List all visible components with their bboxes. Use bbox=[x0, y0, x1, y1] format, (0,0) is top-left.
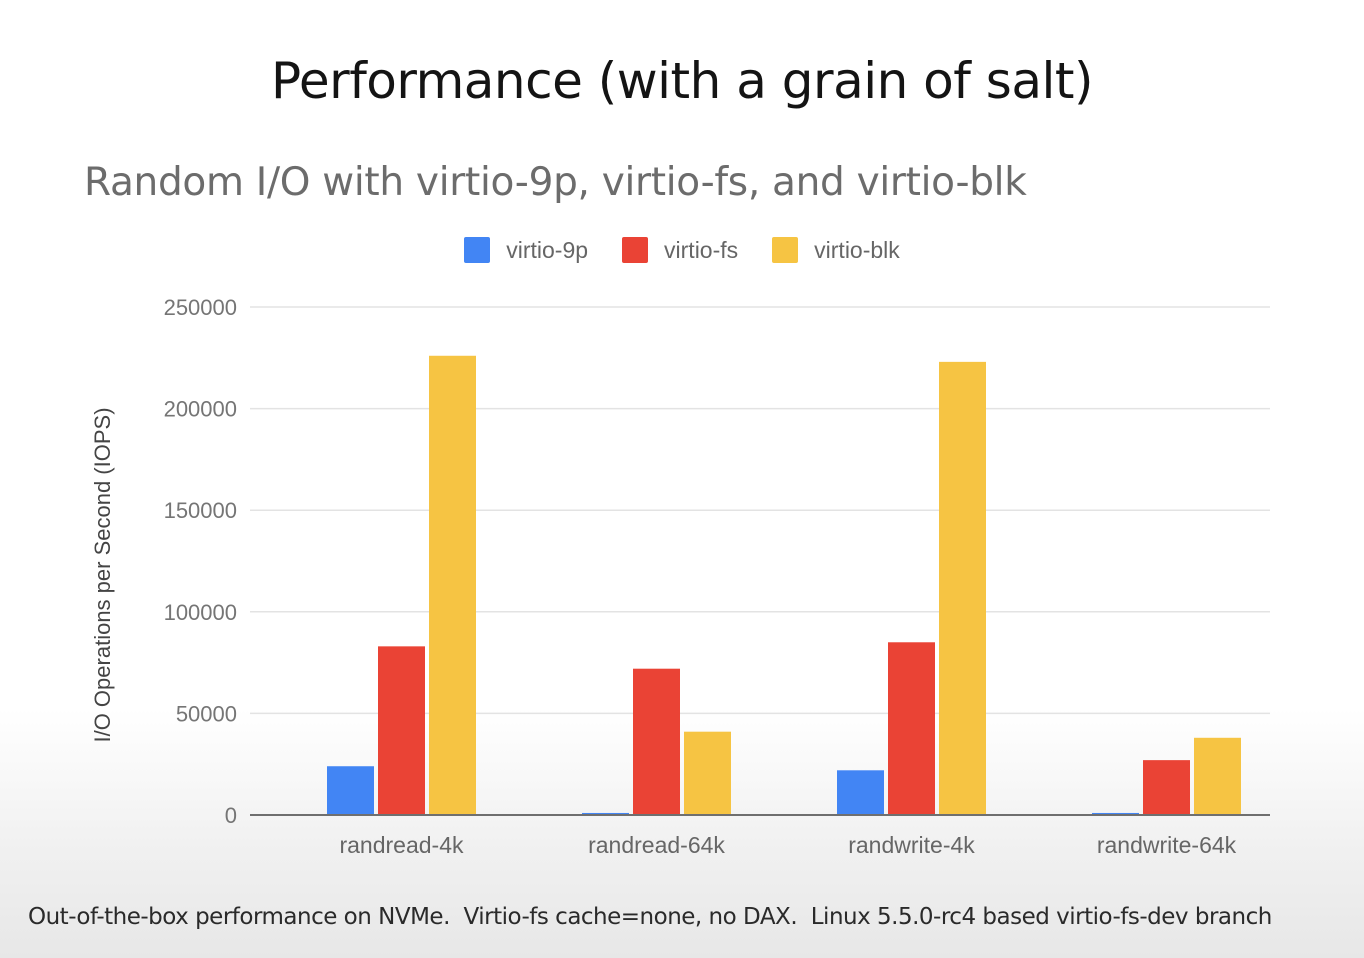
y-tick-label: 150000 bbox=[164, 498, 237, 523]
legend-swatch-virtio-fs bbox=[622, 237, 649, 263]
bar-virtio-blk-randread-64k bbox=[684, 731, 731, 815]
y-axis-label: I/O Operations per Second (IOPS) bbox=[90, 407, 115, 742]
legend-label-virtio-blk: virtio-blk bbox=[814, 236, 900, 263]
y-tick-label: 0 bbox=[225, 803, 237, 828]
footnote: Out-of-the-box performance on NVMe. Virt… bbox=[28, 904, 1272, 930]
y-tick-label: 100000 bbox=[164, 600, 237, 625]
bar-virtio-fs-randread-64k bbox=[633, 668, 680, 815]
bar-virtio-blk-randread-4k bbox=[429, 355, 476, 815]
legend-label-virtio-fs: virtio-fs bbox=[664, 236, 739, 263]
x-category-label: randwrite-4k bbox=[848, 832, 975, 858]
bar-virtio-fs-randwrite-64k bbox=[1143, 760, 1190, 815]
x-category-label: randread-4k bbox=[339, 832, 464, 858]
chart-legend: virtio-9p virtio-fs virtio-blk bbox=[0, 233, 1364, 267]
bar-virtio-fs-randwrite-4k bbox=[888, 642, 935, 815]
y-axis-ticks: 0 50000 100000 150000 200000 250000 bbox=[164, 295, 237, 828]
legend-item-virtio-9p: virtio-9p bbox=[464, 233, 588, 267]
chart-title: Random I/O with virtio-9p, virtio-fs, an… bbox=[84, 160, 1027, 205]
bar-virtio-blk-randwrite-4k bbox=[939, 361, 986, 815]
bars bbox=[327, 355, 1241, 815]
bar-virtio-fs-randread-4k bbox=[378, 646, 425, 815]
legend-swatch-virtio-blk bbox=[772, 237, 799, 263]
bar-virtio-9p-randread-4k bbox=[327, 766, 374, 815]
bar-virtio-9p-randread-64k bbox=[582, 812, 629, 815]
x-axis-categories: randread-4k randread-64k randwrite-4k randw… bbox=[339, 832, 1236, 858]
bar-virtio-blk-randwrite-64k bbox=[1194, 737, 1241, 815]
legend-item-virtio-fs: virtio-fs bbox=[622, 233, 738, 267]
legend-swatch-virtio-9p bbox=[464, 237, 491, 263]
bar-virtio-9p-randwrite-4k bbox=[837, 770, 884, 815]
bar-chart: 0 50000 100000 150000 200000 250000 randread-… bbox=[90, 295, 1270, 858]
legend-item-virtio-blk: virtio-blk bbox=[772, 233, 900, 267]
y-tick-label: 250000 bbox=[164, 295, 237, 320]
x-category-label: randread-64k bbox=[588, 832, 725, 858]
legend-label-virtio-9p: virtio-9p bbox=[506, 236, 589, 263]
x-category-label: randwrite-64k bbox=[1097, 832, 1237, 858]
bar-virtio-9p-randwrite-64k bbox=[1092, 812, 1139, 815]
slide-title: Performance (with a grain of salt) bbox=[271, 52, 1093, 110]
y-tick-label: 50000 bbox=[176, 701, 237, 726]
y-tick-label: 200000 bbox=[164, 397, 237, 422]
